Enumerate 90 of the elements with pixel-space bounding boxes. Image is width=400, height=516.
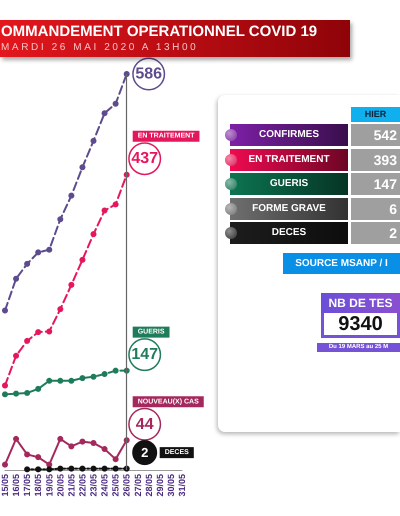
point — [57, 216, 64, 222]
category-label: EN TRAITEMENT — [230, 148, 348, 170]
point — [79, 375, 86, 382]
x-tick-label: 18/05 — [33, 474, 44, 497]
text: NB DE TES — [321, 293, 400, 313]
point — [102, 208, 108, 214]
point — [46, 246, 52, 253]
point — [57, 306, 64, 312]
point — [35, 329, 42, 336]
point — [68, 443, 74, 450]
point — [68, 282, 74, 288]
x-tick-label: 16/05 — [11, 474, 22, 497]
x-tick-label: 26/05 — [122, 474, 132, 497]
x-tick-label: 25/05 — [110, 474, 121, 497]
point — [13, 276, 20, 282]
x-tick-label: 15/05 — [0, 474, 10, 497]
point — [112, 368, 119, 374]
point — [2, 391, 8, 398]
source-note: SOURCE MSANP / I — [283, 253, 400, 274]
point — [24, 390, 30, 396]
x-tick-label: 19/05 — [44, 474, 54, 497]
point — [24, 260, 30, 267]
point — [57, 378, 64, 384]
point — [46, 466, 52, 472]
data-label: 586 — [135, 66, 162, 82]
point — [2, 308, 8, 314]
x-tick-label: 27/05 — [132, 474, 143, 497]
point — [35, 466, 42, 472]
chart-subtitle: MARDI 26 MAI 2020 A 13H00 — [1, 42, 198, 54]
category-label: FORME GRAVE — [230, 198, 348, 220]
point — [57, 436, 64, 442]
point — [24, 338, 30, 344]
point — [102, 446, 108, 452]
data-label: 2 — [141, 445, 148, 460]
data-label: 44 — [136, 416, 154, 433]
point — [79, 256, 86, 263]
point — [13, 352, 20, 359]
data-label: 2 — [351, 222, 400, 244]
x-tick-label: 21/05 — [66, 474, 76, 497]
point — [79, 438, 86, 445]
point — [90, 374, 96, 380]
point — [35, 249, 42, 256]
x-tick-label: 24/05 — [100, 474, 110, 497]
data-label: 6 — [351, 198, 400, 220]
point — [102, 371, 108, 378]
data-label: 437 — [131, 150, 158, 168]
point — [112, 466, 119, 472]
text: 9340 — [321, 313, 400, 338]
point — [24, 451, 30, 458]
x-tick-label: 17/05 — [22, 474, 32, 497]
series-label: HIER — [351, 107, 400, 122]
data-label: 147 — [131, 346, 158, 364]
data-label: 542 — [351, 124, 400, 146]
data-label: 147 — [351, 173, 400, 195]
x-tick-label: 31/05 — [177, 474, 187, 497]
point — [35, 454, 42, 460]
point — [112, 456, 119, 462]
point — [68, 192, 74, 199]
point — [13, 390, 20, 397]
point — [46, 328, 52, 334]
x-tick-label: 29/05 — [154, 474, 165, 497]
point — [112, 100, 119, 107]
point — [2, 462, 8, 468]
x-tick-label: 23/05 — [88, 474, 98, 497]
category-label: DECES — [230, 222, 348, 244]
point — [35, 386, 42, 392]
point — [90, 466, 96, 472]
data-label: 393 — [351, 148, 400, 170]
x-tick-label: 22/05 — [77, 474, 88, 497]
point — [24, 466, 30, 472]
point — [102, 466, 108, 472]
point — [79, 164, 86, 170]
point — [102, 110, 108, 116]
point — [57, 466, 64, 472]
point — [112, 201, 119, 208]
point — [13, 436, 20, 442]
point — [68, 466, 74, 472]
point — [68, 378, 74, 384]
x-tick-label: 28/05 — [144, 474, 154, 497]
point — [90, 138, 96, 144]
point — [2, 382, 8, 389]
category-label: GUERIS — [230, 173, 348, 195]
x-tick-label: 30/05 — [166, 474, 176, 497]
category-label: CONFIRMES — [230, 124, 348, 146]
point — [90, 440, 96, 446]
point — [79, 466, 86, 472]
point — [90, 231, 96, 238]
chart-title: OMMANDEMENT OPERATIONNEL COVID 19 — [1, 23, 318, 40]
point — [46, 378, 52, 384]
x-tick-label: 20/05 — [55, 474, 66, 497]
